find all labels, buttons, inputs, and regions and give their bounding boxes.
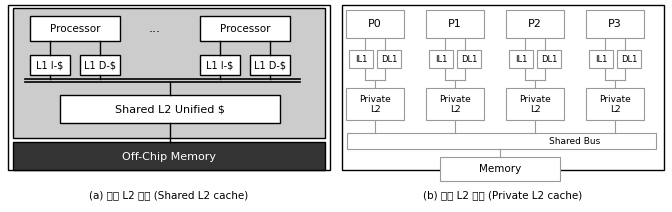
Text: Memory: Memory: [479, 164, 521, 174]
Bar: [250, 55, 290, 75]
Text: P1: P1: [448, 19, 462, 29]
Text: L1 I-$: L1 I-$: [206, 60, 234, 70]
Bar: [429, 50, 453, 68]
Bar: [13, 8, 325, 138]
Bar: [426, 88, 484, 120]
Bar: [349, 50, 373, 68]
Text: P0: P0: [368, 19, 382, 29]
Bar: [586, 88, 644, 120]
Text: Processor: Processor: [220, 24, 270, 34]
Bar: [13, 142, 325, 170]
Bar: [537, 50, 561, 68]
Bar: [346, 10, 404, 38]
Text: L2: L2: [610, 106, 620, 114]
Text: Private: Private: [519, 95, 551, 105]
Text: ...: ...: [149, 22, 161, 35]
Text: Processor: Processor: [50, 24, 100, 34]
Bar: [506, 10, 564, 38]
Text: IL1: IL1: [515, 54, 528, 64]
Text: IL1: IL1: [435, 54, 447, 64]
Bar: [30, 16, 120, 41]
Text: (a) 공유 L2 캐시 (Shared L2 cache): (a) 공유 L2 캐시 (Shared L2 cache): [89, 190, 249, 200]
Text: DL1: DL1: [461, 54, 477, 64]
Bar: [8, 5, 330, 170]
Bar: [506, 88, 564, 120]
Bar: [509, 50, 533, 68]
Text: L2: L2: [530, 106, 540, 114]
Bar: [440, 157, 560, 181]
Text: L1 D-$: L1 D-$: [254, 60, 286, 70]
Text: IL1: IL1: [595, 54, 607, 64]
Bar: [457, 50, 481, 68]
Bar: [80, 55, 120, 75]
Text: L2: L2: [370, 106, 380, 114]
Text: Private: Private: [439, 95, 471, 105]
Bar: [342, 5, 664, 170]
Text: Shared L2 Unified $: Shared L2 Unified $: [115, 104, 225, 114]
Bar: [426, 10, 484, 38]
Bar: [617, 50, 641, 68]
Text: L1 D-$: L1 D-$: [84, 60, 116, 70]
Bar: [377, 50, 401, 68]
Text: DL1: DL1: [381, 54, 397, 64]
Bar: [346, 88, 404, 120]
Text: L2: L2: [450, 106, 460, 114]
Bar: [200, 16, 290, 41]
Bar: [200, 55, 240, 75]
Text: L1 I-$: L1 I-$: [36, 60, 64, 70]
Bar: [347, 133, 656, 149]
Text: (b) 사유 L2 캐시 (Private L2 cache): (b) 사유 L2 캐시 (Private L2 cache): [423, 190, 583, 200]
Bar: [589, 50, 613, 68]
Text: Shared Bus: Shared Bus: [549, 137, 600, 145]
Text: Private: Private: [599, 95, 631, 105]
Text: P3: P3: [608, 19, 622, 29]
Text: P2: P2: [528, 19, 542, 29]
Text: Off-Chip Memory: Off-Chip Memory: [122, 152, 216, 162]
Bar: [60, 95, 280, 123]
Text: IL1: IL1: [355, 54, 367, 64]
Bar: [586, 10, 644, 38]
Text: DL1: DL1: [541, 54, 557, 64]
Text: Private: Private: [359, 95, 391, 105]
Text: DL1: DL1: [621, 54, 637, 64]
Bar: [30, 55, 70, 75]
